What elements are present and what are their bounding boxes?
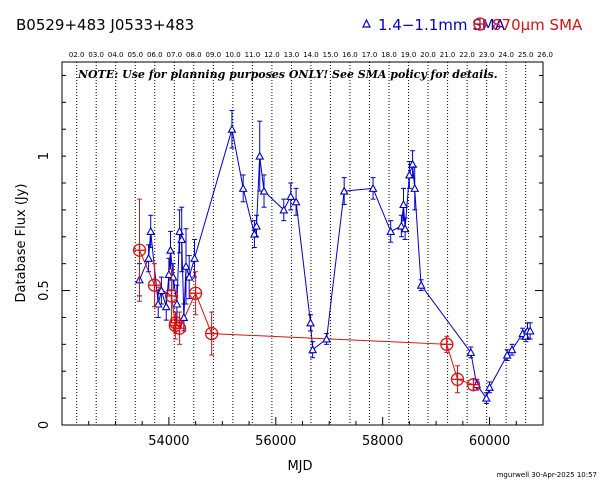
data-point-mm: [485, 381, 494, 394]
top-year-label: 14.0: [303, 51, 319, 59]
data-point-870um: [132, 198, 147, 302]
x-tick-labels: 54000 56000 58000 60000: [148, 434, 510, 449]
data-point-mm: [322, 333, 331, 345]
top-year-label: 18.0: [381, 51, 397, 59]
series-points: [132, 109, 535, 404]
data-point-mm: [181, 228, 191, 305]
top-year-label: 03.0: [88, 51, 104, 59]
top-year-label: 25.0: [518, 51, 534, 59]
top-year-label: 10.0: [225, 51, 241, 59]
data-point-mm: [227, 109, 237, 149]
top-year-label: 19.0: [401, 51, 417, 59]
legend-blue-marker: [362, 18, 371, 28]
y-tick-label: 0: [37, 421, 52, 429]
top-year-label: 07.0: [166, 51, 182, 59]
top-year-label: 09.0: [206, 51, 222, 59]
data-point-870um: [440, 335, 454, 353]
data-point-mm: [408, 150, 418, 179]
x-tick-label: 54000: [148, 434, 189, 449]
data-point-mm: [308, 341, 318, 359]
source-names: B0529+483 J0533+483: [16, 16, 194, 34]
data-point-mm: [525, 322, 535, 340]
data-point-870um: [450, 365, 465, 394]
data-point-mm: [339, 177, 349, 206]
data-point-mm: [146, 214, 156, 249]
legend-red-marker: [473, 17, 487, 31]
data-point-870um: [204, 311, 219, 356]
data-point-mm: [466, 346, 476, 359]
top-year-label: 22.0: [459, 51, 475, 59]
y-tick-label: 0.5: [37, 280, 52, 301]
top-year-label: 13.0: [284, 51, 300, 59]
legend-blue-label: 1.4−1.1mm SMA: [378, 16, 506, 34]
data-point-mm: [306, 314, 315, 332]
top-year-label: 17.0: [362, 51, 378, 59]
x-tick-label: 56000: [255, 434, 296, 449]
x-tick-label: 58000: [362, 434, 403, 449]
y-tick-labels: 00.51: [37, 152, 52, 429]
top-year-label: 08.0: [186, 51, 202, 59]
top-year-label: 11.0: [245, 51, 261, 59]
top-year-label: 04.0: [108, 51, 124, 59]
data-point-mm: [410, 166, 420, 211]
data-point-mm: [279, 198, 289, 222]
top-year-label: 06.0: [147, 51, 163, 59]
top-year-label: 05.0: [127, 51, 143, 59]
data-point-mm: [252, 214, 261, 238]
top-year-label: 26.0: [537, 51, 553, 59]
top-year-label: 16.0: [342, 51, 358, 59]
axis-ticks: [61, 74, 544, 426]
data-point-mm: [416, 279, 426, 292]
year-grid-lines: [76, 62, 527, 425]
data-point-870um: [188, 271, 203, 316]
footer-credit: mgurwell 30-Apr-2025 10:57: [497, 471, 597, 479]
data-point-mm: [184, 255, 194, 300]
top-year-labels: 02.0 03.0 04.0 05.0 06.0 07.0 08.0 09.0 10.0 11.0…: [69, 51, 553, 59]
top-year-label: 12.0: [264, 51, 280, 59]
data-point-mm: [190, 238, 199, 278]
top-year-label: 24.0: [498, 51, 514, 59]
data-point-mm: [255, 120, 265, 192]
top-year-label: 21.0: [440, 51, 456, 59]
data-point-mm: [286, 182, 296, 211]
data-point-mm: [386, 220, 396, 243]
data-point-mm: [156, 276, 166, 305]
planning-note: NOTE: Use for planning purposes ONLY! Se…: [77, 68, 498, 81]
data-point-870um: [172, 311, 187, 345]
x-tick-label: 60000: [469, 434, 510, 449]
data-point-mm: [238, 174, 248, 203]
data-point-mm: [502, 349, 512, 361]
top-year-label: 02.0: [69, 51, 85, 59]
data-point-mm: [291, 187, 301, 216]
y-axis-label: Database Flux (Jy): [14, 184, 29, 303]
data-point-870um: [466, 378, 481, 392]
top-year-label: 20.0: [420, 51, 436, 59]
data-point-mm: [396, 214, 406, 238]
data-point-mm: [481, 392, 491, 404]
x-axis-label: MJD: [287, 459, 312, 474]
data-point-mm: [507, 343, 517, 356]
top-year-label: 15.0: [323, 51, 339, 59]
data-point-mm: [400, 217, 410, 240]
data-point-mm: [153, 290, 163, 318]
data-point-mm: [259, 174, 269, 208]
data-point-mm: [368, 177, 378, 200]
top-year-label: 23.0: [479, 51, 495, 59]
data-point-mm: [177, 206, 187, 273]
data-point-870um: [147, 263, 162, 308]
y-tick-label: 1: [37, 152, 52, 160]
legend-red-label: 870μm SMA: [492, 16, 583, 34]
data-point-mm: [166, 230, 175, 270]
